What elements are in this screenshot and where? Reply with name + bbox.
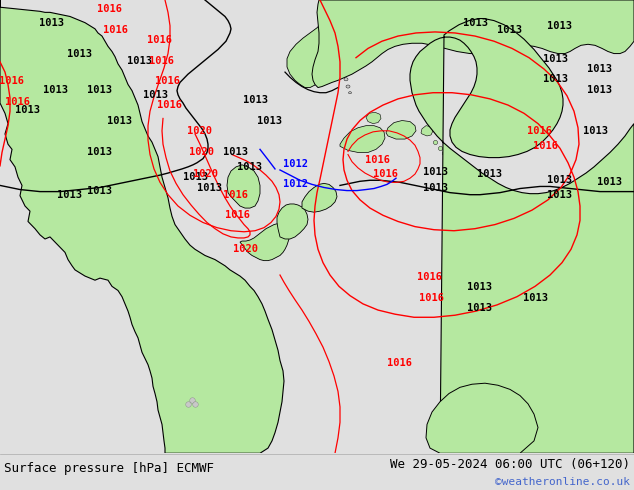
Text: 1016: 1016: [420, 293, 444, 303]
Text: 1013: 1013: [548, 175, 573, 185]
Text: 1016: 1016: [418, 272, 443, 282]
Text: 1013: 1013: [522, 293, 548, 303]
Text: 1016: 1016: [150, 56, 174, 66]
Text: 1013: 1013: [67, 49, 93, 59]
Ellipse shape: [349, 92, 351, 94]
Text: 1016: 1016: [533, 142, 557, 151]
Text: 1013: 1013: [39, 18, 65, 28]
Text: We 29-05-2024 06:00 UTC (06+120): We 29-05-2024 06:00 UTC (06+120): [390, 458, 630, 471]
Polygon shape: [426, 383, 538, 453]
Text: 1013: 1013: [223, 147, 247, 156]
Text: 1013: 1013: [58, 190, 82, 200]
Ellipse shape: [344, 78, 348, 81]
Text: 1016: 1016: [223, 190, 247, 200]
Text: 1013: 1013: [467, 283, 493, 293]
Polygon shape: [340, 125, 385, 152]
Text: 1013: 1013: [588, 64, 612, 74]
Polygon shape: [410, 19, 634, 453]
Text: 1013: 1013: [422, 183, 448, 193]
Text: 1016: 1016: [387, 358, 413, 368]
Text: 1016: 1016: [226, 210, 250, 221]
Text: 1013: 1013: [543, 74, 567, 84]
Text: 1020: 1020: [233, 245, 257, 254]
Text: ©weatheronline.co.uk: ©weatheronline.co.uk: [495, 477, 630, 487]
Text: 1013: 1013: [462, 18, 488, 28]
Text: 1016: 1016: [527, 126, 552, 136]
Text: Surface pressure [hPa] ECMWF: Surface pressure [hPa] ECMWF: [4, 462, 214, 475]
Text: 1013: 1013: [87, 147, 112, 156]
Text: 1013: 1013: [87, 85, 112, 95]
Text: 1013: 1013: [198, 183, 223, 193]
Polygon shape: [0, 0, 284, 453]
Text: 1013: 1013: [588, 85, 612, 95]
Text: 1013: 1013: [548, 21, 573, 31]
Text: 1013: 1013: [15, 105, 41, 115]
Text: 1013: 1013: [543, 54, 567, 64]
Text: 1020: 1020: [193, 169, 217, 179]
Polygon shape: [386, 121, 416, 139]
Text: 1013: 1013: [583, 126, 607, 136]
Polygon shape: [421, 125, 433, 136]
Polygon shape: [240, 223, 290, 261]
Text: 1012: 1012: [283, 179, 307, 190]
Text: 1016: 1016: [6, 97, 30, 107]
Ellipse shape: [346, 85, 350, 88]
Text: 1013: 1013: [498, 25, 522, 35]
Text: 1020: 1020: [188, 126, 212, 136]
Text: 1013: 1013: [548, 190, 573, 200]
Text: 1016: 1016: [157, 100, 183, 110]
Text: 1013: 1013: [257, 116, 283, 125]
Text: 1013: 1013: [127, 56, 153, 66]
Text: 1013: 1013: [477, 169, 503, 179]
Polygon shape: [312, 0, 634, 88]
Text: 1012: 1012: [283, 159, 307, 169]
Text: 1013: 1013: [242, 95, 268, 105]
Text: 1016: 1016: [365, 155, 391, 165]
Polygon shape: [366, 112, 381, 123]
Text: 1013: 1013: [597, 177, 623, 187]
Ellipse shape: [339, 71, 344, 73]
Polygon shape: [277, 204, 308, 239]
Text: 1013: 1013: [422, 167, 448, 177]
Ellipse shape: [335, 62, 341, 66]
Text: 1013: 1013: [183, 172, 207, 182]
Text: 1013: 1013: [42, 85, 67, 95]
Text: 1013: 1013: [467, 303, 493, 313]
Polygon shape: [287, 0, 337, 88]
Text: 1020: 1020: [190, 147, 214, 156]
Text: 1016: 1016: [0, 76, 25, 86]
Text: 1016: 1016: [98, 4, 122, 14]
Text: 1013: 1013: [108, 116, 133, 125]
Text: 1016: 1016: [373, 169, 398, 179]
Polygon shape: [227, 165, 260, 208]
Text: 1013: 1013: [87, 186, 112, 196]
Text: 1016: 1016: [103, 25, 127, 35]
Polygon shape: [302, 183, 337, 212]
Text: 1016: 1016: [155, 76, 181, 86]
Text: 1013: 1013: [143, 90, 167, 100]
Text: 1016: 1016: [148, 35, 172, 45]
Text: 1013: 1013: [238, 162, 262, 172]
